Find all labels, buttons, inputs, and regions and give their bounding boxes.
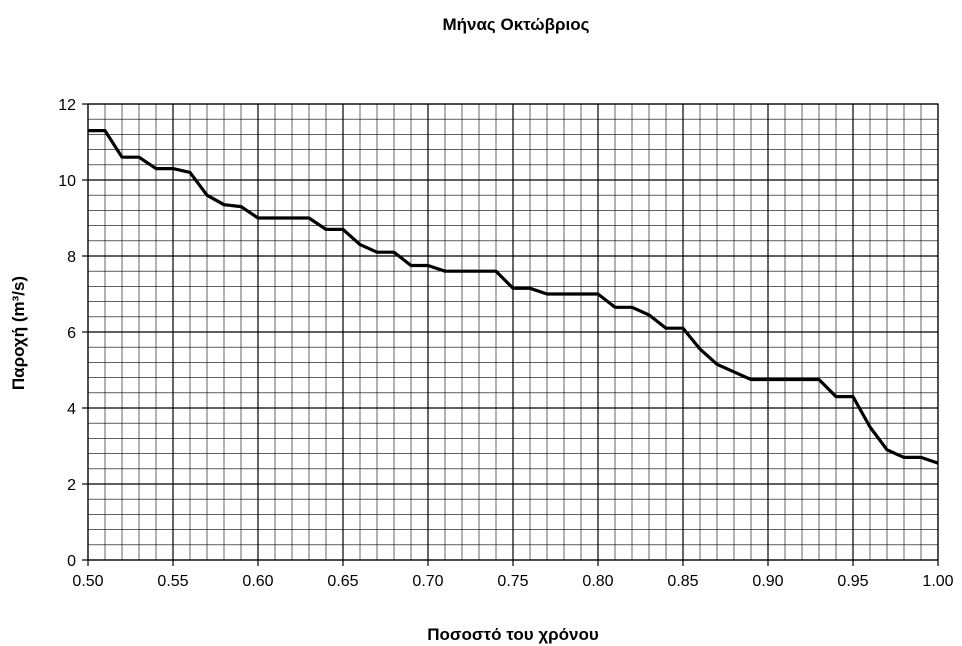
x-tick-label: 0.65 [327, 573, 358, 590]
y-tick-label: 0 [67, 553, 76, 570]
flow-duration-line [88, 129, 939, 465]
major-grid [87, 103, 939, 561]
x-tick-label: 0.55 [157, 573, 188, 590]
x-tick-label: 0.50 [72, 573, 103, 590]
y-axis-ticks: 0 2 4 6 8 10 12 [58, 97, 88, 570]
y-tick-label: 4 [67, 401, 76, 418]
x-tick-label: 1.00 [922, 573, 953, 590]
x-tick-label: 0.80 [582, 573, 613, 590]
x-tick-label: 0.70 [412, 573, 443, 590]
y-tick-label: 6 [67, 325, 76, 342]
y-axis-label: Παροχή (m³/s) [9, 276, 28, 390]
x-tick-label: 0.75 [497, 573, 528, 590]
x-axis-label: Ποσοστό του χρόνου [427, 625, 599, 644]
chart-title: Μήνας Οκτώβριος [442, 15, 589, 34]
x-tick-label: 0.60 [242, 573, 273, 590]
y-tick-label: 2 [67, 477, 76, 494]
x-tick-label: 0.85 [667, 573, 698, 590]
y-tick-label: 12 [58, 97, 76, 114]
x-tick-label: 0.90 [752, 573, 783, 590]
x-tick-label: 0.95 [837, 573, 868, 590]
y-tick-label: 10 [58, 173, 76, 190]
x-axis-ticks: 0.50 0.55 0.60 0.65 0.70 0.75 0.80 0.85 0.90 0.95… [72, 560, 954, 590]
y-tick-label: 8 [67, 249, 76, 266]
